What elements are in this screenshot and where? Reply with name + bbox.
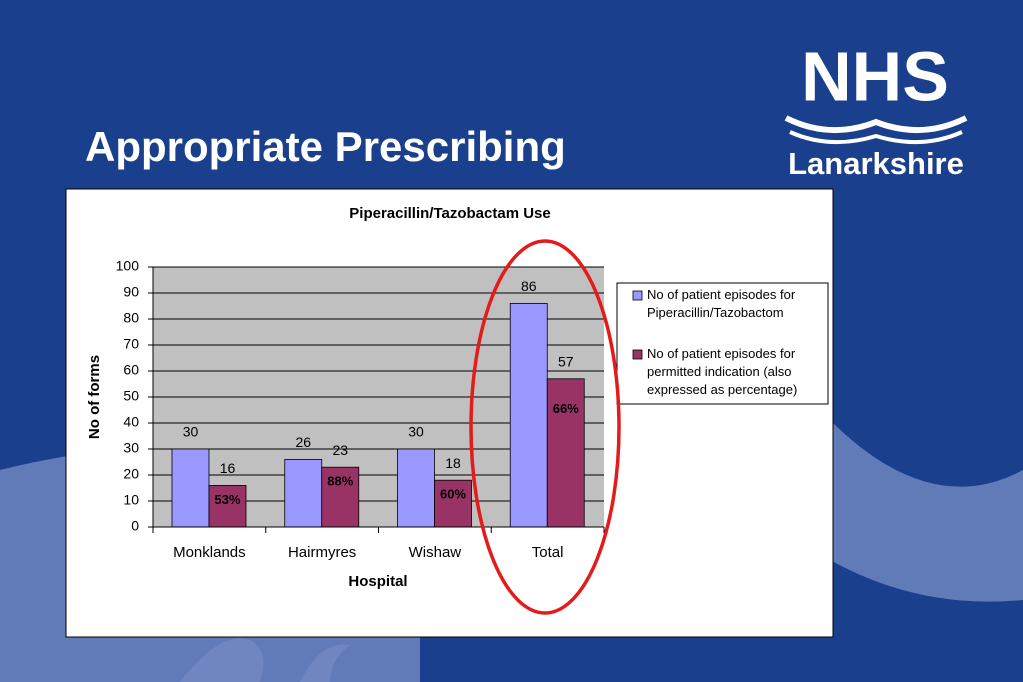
chart-title: Piperacillin/Tazobactam Use — [349, 205, 550, 222]
legend — [616, 282, 829, 405]
x-tick-label: Total — [532, 544, 564, 561]
y-tick-label: 90 — [123, 284, 139, 300]
y-tick-label: 30 — [123, 440, 139, 456]
y-axis-label: No of forms — [86, 355, 103, 439]
x-axis-label: Hospital — [348, 573, 407, 590]
percent-label: 66% — [553, 401, 579, 416]
bar — [397, 448, 435, 528]
legend-label: No of patient episodes for permitted indi… — [647, 346, 797, 397]
y-tick-label: 70 — [123, 336, 139, 352]
y-tick-label: 80 — [123, 310, 139, 326]
value-label: 30 — [408, 424, 424, 440]
bar — [284, 458, 323, 528]
legend-label: No of patient episodes for Piperacillin/T… — [647, 287, 796, 320]
bar — [509, 302, 548, 528]
logo-wave — [789, 130, 963, 145]
legend-swatch — [632, 349, 643, 360]
bg-curve — [830, 420, 1023, 602]
bar — [321, 466, 360, 528]
x-tick-label: Hairmyres — [288, 544, 356, 561]
value-label: 26 — [295, 434, 311, 450]
value-label: 86 — [521, 278, 537, 294]
bg-curve — [180, 638, 350, 682]
y-tick-label: 100 — [116, 258, 140, 274]
logo-wave — [784, 115, 968, 133]
y-tick-label: 50 — [123, 388, 139, 404]
percent-label: 88% — [327, 474, 353, 489]
logo-mark: NHS — [801, 37, 949, 115]
bar — [171, 448, 210, 528]
y-tick-label: 60 — [123, 362, 139, 378]
bar — [434, 479, 472, 528]
y-tick-label: 40 — [123, 414, 139, 430]
highlight-ellipse — [469, 239, 621, 615]
legend-swatch — [632, 290, 643, 301]
x-tick-label: Monklands — [173, 544, 246, 561]
value-label: 57 — [558, 354, 574, 370]
y-tick-label: 20 — [123, 466, 139, 482]
bar — [208, 484, 247, 528]
x-tick-label: Wishaw — [409, 544, 462, 561]
percent-label: 60% — [440, 487, 466, 502]
slide-title: Appropriate Prescribing — [85, 123, 566, 170]
value-label: 16 — [220, 460, 236, 476]
plot: 0 10 20 30 40 50 60 70 80 90 100 Monklands 30 16 53% Ha… — [116, 258, 798, 561]
value-label: 30 — [183, 424, 199, 440]
y-tick-label: 10 — [123, 492, 139, 508]
percent-label: 53% — [214, 492, 240, 507]
value-label: 23 — [332, 442, 348, 458]
value-label: 18 — [445, 455, 461, 471]
y-tick-label: 0 — [131, 518, 139, 534]
logo-region: Lanarkshire — [788, 146, 964, 181]
